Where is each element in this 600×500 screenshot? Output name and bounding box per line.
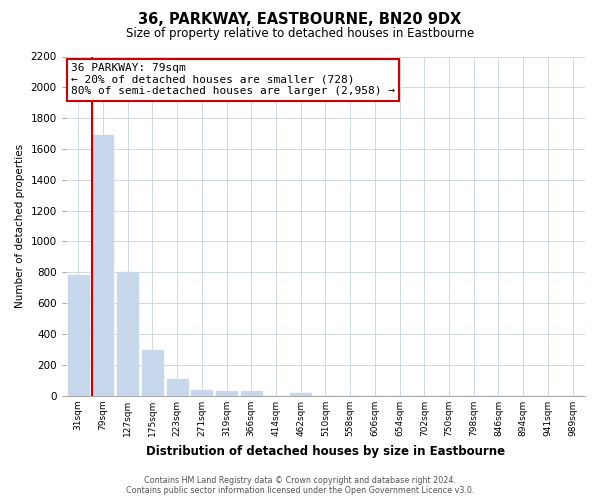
Text: Contains HM Land Registry data © Crown copyright and database right 2024.
Contai: Contains HM Land Registry data © Crown c… [126,476,474,495]
Bar [117,272,138,396]
Bar [142,350,163,396]
Bar [241,391,262,396]
Bar [216,391,237,396]
Bar [290,392,311,396]
Text: 36, PARKWAY, EASTBOURNE, BN20 9DX: 36, PARKWAY, EASTBOURNE, BN20 9DX [139,12,461,28]
X-axis label: Distribution of detached houses by size in Eastbourne: Distribution of detached houses by size … [146,444,505,458]
Text: Size of property relative to detached houses in Eastbourne: Size of property relative to detached ho… [126,28,474,40]
Bar [191,390,212,396]
Bar [92,135,113,396]
Y-axis label: Number of detached properties: Number of detached properties [15,144,25,308]
Bar [167,378,188,396]
Text: 36 PARKWAY: 79sqm
← 20% of detached houses are smaller (728)
80% of semi-detache: 36 PARKWAY: 79sqm ← 20% of detached hous… [71,64,395,96]
Bar [68,276,89,396]
